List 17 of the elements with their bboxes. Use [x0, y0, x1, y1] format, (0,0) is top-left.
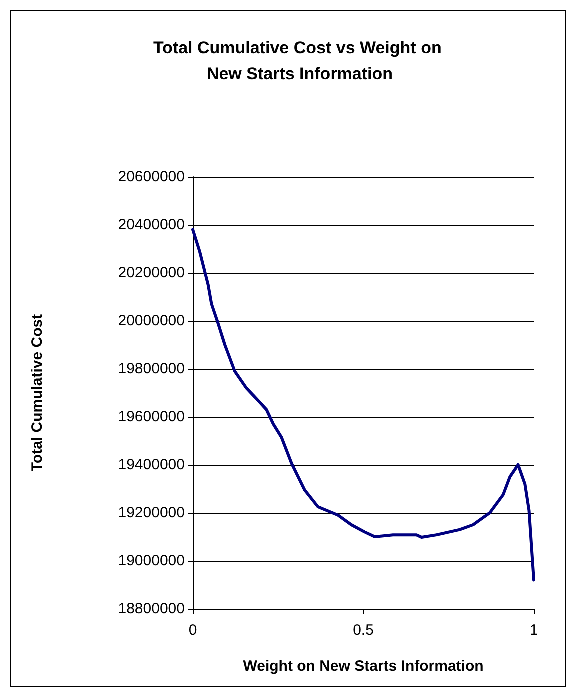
y-tick-label: 18800000: [118, 600, 185, 618]
y-tick-label: 19000000: [118, 552, 185, 570]
y-tick-label: 19800000: [118, 360, 185, 378]
x-tick-label: 0.5: [353, 622, 374, 639]
line-series: [192, 228, 536, 582]
y-tick-label: 20000000: [118, 312, 185, 330]
x-tick-label: 0: [188, 622, 198, 639]
y-tick-label: 20200000: [118, 264, 185, 282]
y-tick-label: 19400000: [118, 456, 185, 474]
y-tick-label: 19600000: [118, 408, 185, 426]
y-tick-label: 20400000: [118, 216, 185, 234]
y-axis-title: Total Cumulative Cost: [29, 314, 46, 472]
y-tick-label: 20600000: [118, 168, 185, 186]
x-tick-label: 1: [530, 622, 538, 639]
x-axis-title: Weight on New Starts Information: [243, 658, 484, 675]
y-tick-label: 19200000: [118, 504, 185, 522]
chart-title: Total Cumulative Cost vs Weight on New Starts Information: [153, 38, 447, 84]
